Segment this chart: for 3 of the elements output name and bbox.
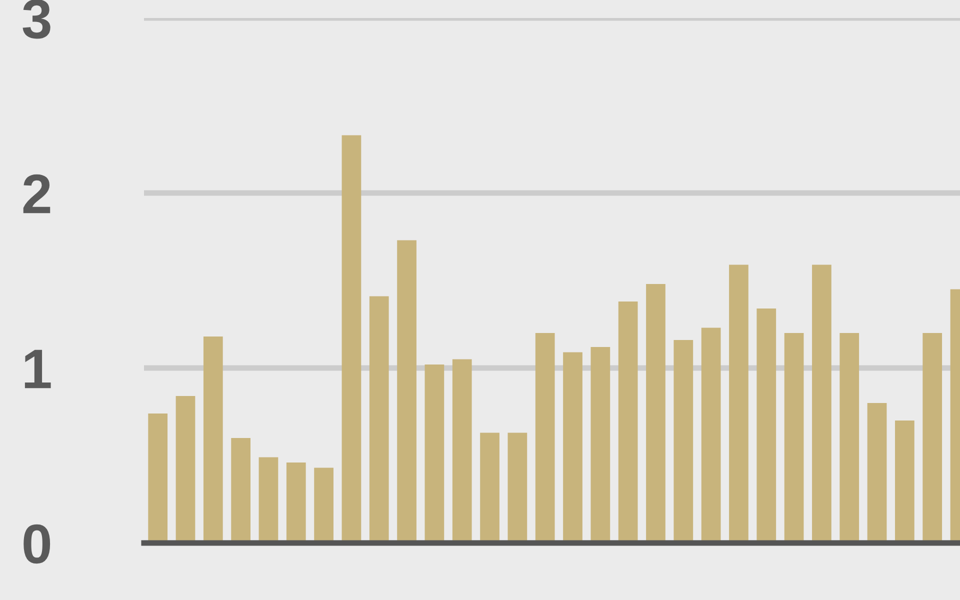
y-tick-label: 0 bbox=[24, 524, 50, 564]
y-tick-label: 1 bbox=[24, 350, 51, 388]
y-tick-label: 2 bbox=[23, 174, 50, 214]
